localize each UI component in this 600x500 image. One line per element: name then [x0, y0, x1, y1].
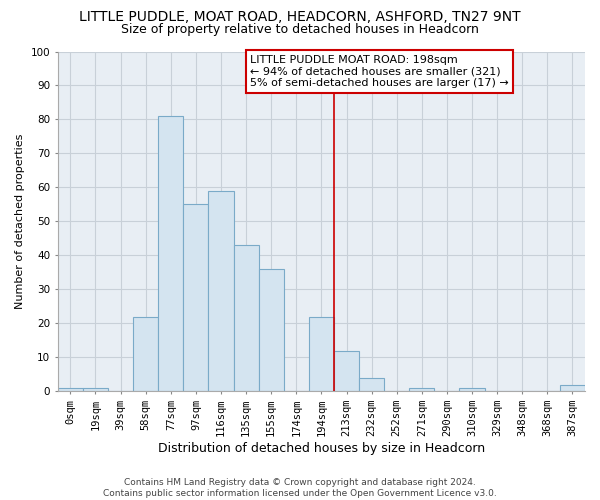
Bar	[560, 384, 585, 392]
Bar	[208, 191, 233, 392]
Text: LITTLE PUDDLE MOAT ROAD: 198sqm
← 94% of detached houses are smaller (321)
5% of: LITTLE PUDDLE MOAT ROAD: 198sqm ← 94% of…	[250, 55, 509, 88]
Bar	[233, 245, 259, 392]
X-axis label: Distribution of detached houses by size in Headcorn: Distribution of detached houses by size …	[158, 442, 485, 455]
Bar	[460, 388, 485, 392]
Bar	[409, 388, 434, 392]
Bar	[184, 204, 208, 392]
Bar	[309, 316, 334, 392]
Bar	[334, 350, 359, 392]
Text: Size of property relative to detached houses in Headcorn: Size of property relative to detached ho…	[121, 22, 479, 36]
Bar	[359, 378, 384, 392]
Y-axis label: Number of detached properties: Number of detached properties	[15, 134, 25, 309]
Bar	[133, 316, 158, 392]
Bar	[259, 269, 284, 392]
Text: LITTLE PUDDLE, MOAT ROAD, HEADCORN, ASHFORD, TN27 9NT: LITTLE PUDDLE, MOAT ROAD, HEADCORN, ASHF…	[79, 10, 521, 24]
Text: Contains HM Land Registry data © Crown copyright and database right 2024.
Contai: Contains HM Land Registry data © Crown c…	[103, 478, 497, 498]
Bar	[83, 388, 108, 392]
Bar	[58, 388, 83, 392]
Bar	[158, 116, 184, 392]
